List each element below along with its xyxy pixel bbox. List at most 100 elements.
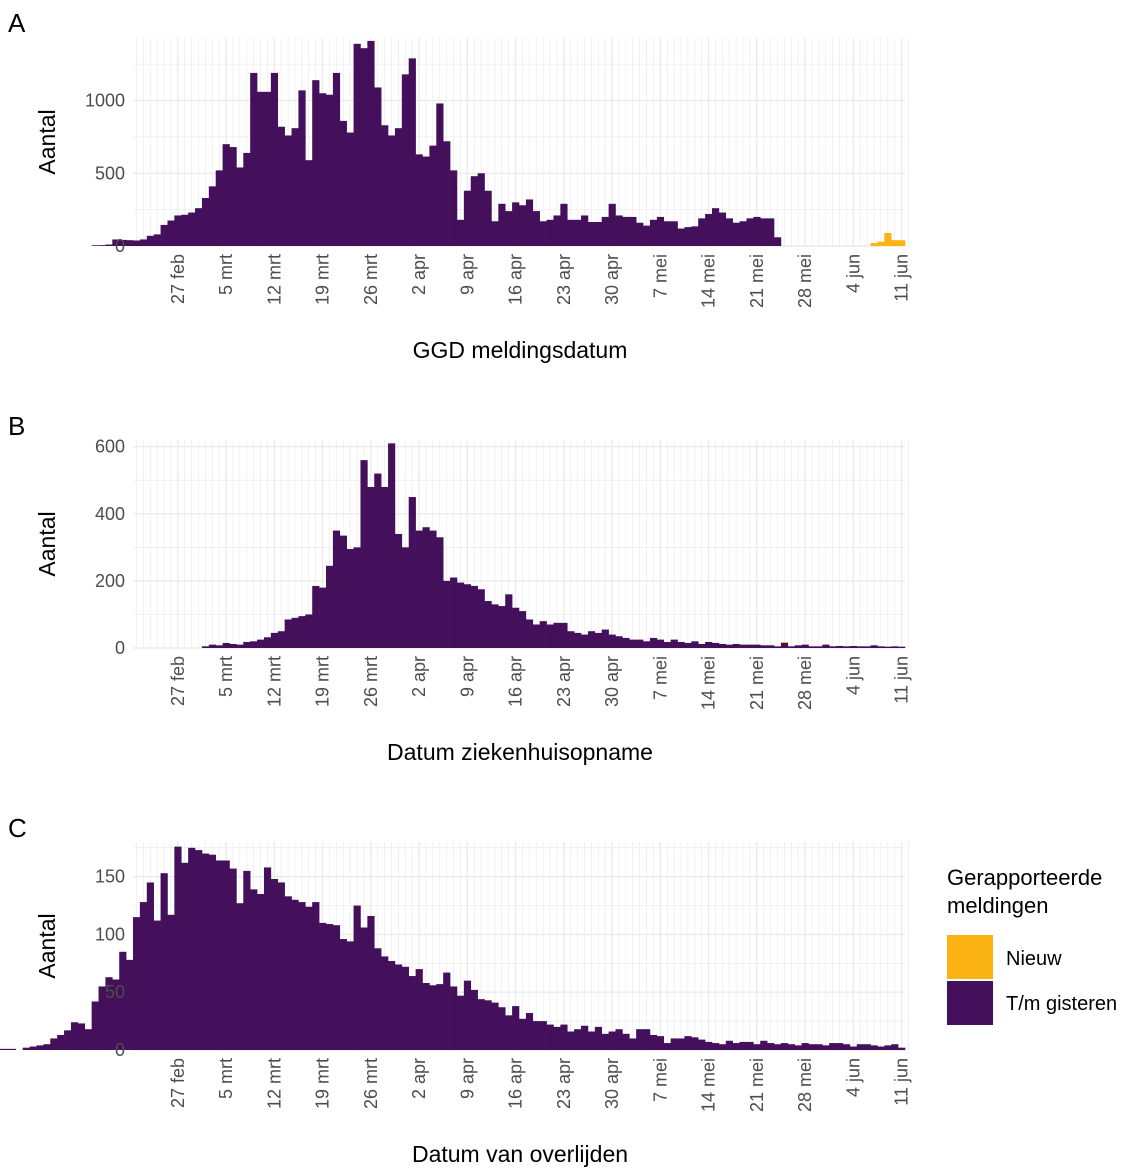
bar-tm-gisteren (560, 1024, 568, 1050)
bar-tm-gisteren (374, 948, 382, 1050)
bar-tm-gisteren (567, 1031, 575, 1050)
bar-tm-gisteren (863, 646, 871, 648)
bar-tm-gisteren (760, 1040, 768, 1050)
bar-tm-gisteren (450, 986, 458, 1050)
legend-label-nieuw: Nieuw (1006, 948, 1062, 970)
x-tick-label: 2 apr (409, 656, 429, 697)
x-tick-label: 27 feb (168, 656, 188, 706)
bar-tm-gisteren (146, 882, 154, 1050)
bar-tm-gisteren (608, 1031, 616, 1050)
bar-tm-gisteren (629, 1038, 637, 1050)
bar-tm-gisteren (553, 1026, 561, 1050)
bar-nieuw (898, 240, 906, 246)
x-tick-label: 11 jun (892, 1058, 912, 1106)
bar-tm-gisteren (670, 639, 678, 648)
x-tick-label: 4 jun (843, 254, 863, 293)
bar-tm-gisteren (512, 202, 520, 246)
bar-tm-gisteren (712, 1043, 720, 1050)
x-tick-label: 5 mrt (216, 1058, 236, 1099)
bar-tm-gisteren (98, 245, 106, 246)
bar-tm-gisteren (477, 999, 485, 1050)
bar-tm-gisteren (436, 103, 444, 246)
bar-tm-gisteren (767, 1043, 775, 1050)
bar-tm-gisteren (367, 40, 375, 247)
bar-tm-gisteren (146, 235, 154, 246)
bar-tm-gisteren (388, 961, 396, 1050)
bar-tm-gisteren (718, 643, 727, 648)
bar-tm-gisteren (284, 135, 292, 246)
bar-tm-gisteren (381, 125, 389, 246)
bar-tm-gisteren (539, 221, 547, 246)
bar-tm-gisteren (491, 1002, 499, 1050)
bar-tm-gisteren (787, 646, 796, 648)
bar-tm-gisteren (208, 186, 217, 246)
y-tick-label: 150 (95, 867, 125, 887)
bar-tm-gisteren (119, 239, 127, 246)
bar-tm-gisteren (401, 74, 410, 246)
bar-tm-gisteren (643, 225, 651, 246)
bar-tm-gisteren (126, 240, 134, 246)
x-tick-label: 2 apr (409, 254, 429, 295)
bar-tm-gisteren (339, 939, 347, 1050)
x-tick-label: 27 feb (168, 254, 188, 304)
panel-label-c: C (8, 813, 27, 843)
bar-tm-gisteren (215, 170, 223, 246)
bar-tm-gisteren (470, 585, 478, 648)
y-axis-title: Aantal (34, 109, 60, 174)
x-tick-label: 23 apr (554, 1058, 574, 1109)
bar-tm-gisteren (319, 587, 327, 648)
y-tick-label: 0 (115, 236, 125, 256)
bar-tm-gisteren (532, 624, 540, 648)
x-tick-label: 28 mei (795, 1058, 815, 1112)
bar-tm-gisteren (698, 218, 706, 246)
bar-tm-gisteren (463, 980, 472, 1050)
bar-tm-gisteren (270, 878, 279, 1050)
bar-tm-gisteren (326, 924, 334, 1050)
bar-tm-gisteren (181, 862, 189, 1050)
bar-tm-gisteren (532, 1021, 540, 1050)
bar-tm-gisteren (815, 1044, 823, 1050)
bar-tm-gisteren (725, 1040, 733, 1050)
bar-tm-gisteren (884, 1045, 892, 1050)
x-tick-label: 12 mrt (264, 656, 284, 707)
x-tick-label: 26 mrt (361, 1058, 381, 1109)
x-tick-label: 11 jun (892, 254, 912, 302)
bar-tm-gisteren (581, 634, 589, 648)
bar-tm-gisteren (718, 212, 727, 246)
legend-label-tm-gisteren: T/m gisteren (1006, 993, 1117, 1015)
bar-tm-gisteren (691, 226, 699, 246)
bar-tm-gisteren (70, 1022, 79, 1050)
bar-tm-gisteren (877, 646, 885, 648)
bar-tm-gisteren (849, 1046, 858, 1050)
bar-tm-gisteren (257, 639, 265, 648)
x-tick-label: 26 mrt (361, 656, 381, 707)
bar-tm-gisteren (884, 646, 892, 648)
bar-tm-gisteren (222, 860, 230, 1050)
bar-tm-gisteren (463, 584, 472, 648)
bar-tm-gisteren (470, 176, 478, 246)
bar-tm-gisteren (429, 985, 437, 1050)
bar-tm-gisteren (298, 616, 306, 648)
bar-tm-gisteren (746, 218, 754, 246)
bar-tm-gisteren (463, 190, 472, 246)
bar-tm-gisteren (160, 224, 168, 246)
bar-tm-gisteren (519, 1018, 527, 1050)
x-tick-label: 30 apr (602, 656, 622, 707)
bar-tm-gisteren (829, 646, 837, 648)
bar-tm-gisteren (112, 239, 120, 246)
legend-swatch-tm-gisteren (947, 981, 993, 1025)
bar-tm-gisteren (732, 1043, 740, 1050)
y-tick-label: 500 (95, 163, 125, 183)
bar-tm-gisteren (429, 145, 437, 246)
bar-tm-gisteren (277, 126, 285, 246)
bar-tm-gisteren (222, 642, 230, 648)
bar-tm-gisteren (581, 1025, 589, 1050)
bar-tm-gisteren (594, 222, 603, 246)
bar-tm-gisteren (801, 644, 809, 648)
bar-tm-gisteren (553, 622, 561, 648)
bar-tm-gisteren (284, 619, 292, 648)
bar-tm-gisteren (498, 1007, 506, 1050)
bar-tm-gisteren (574, 1029, 582, 1050)
bar-tm-gisteren (822, 644, 830, 648)
